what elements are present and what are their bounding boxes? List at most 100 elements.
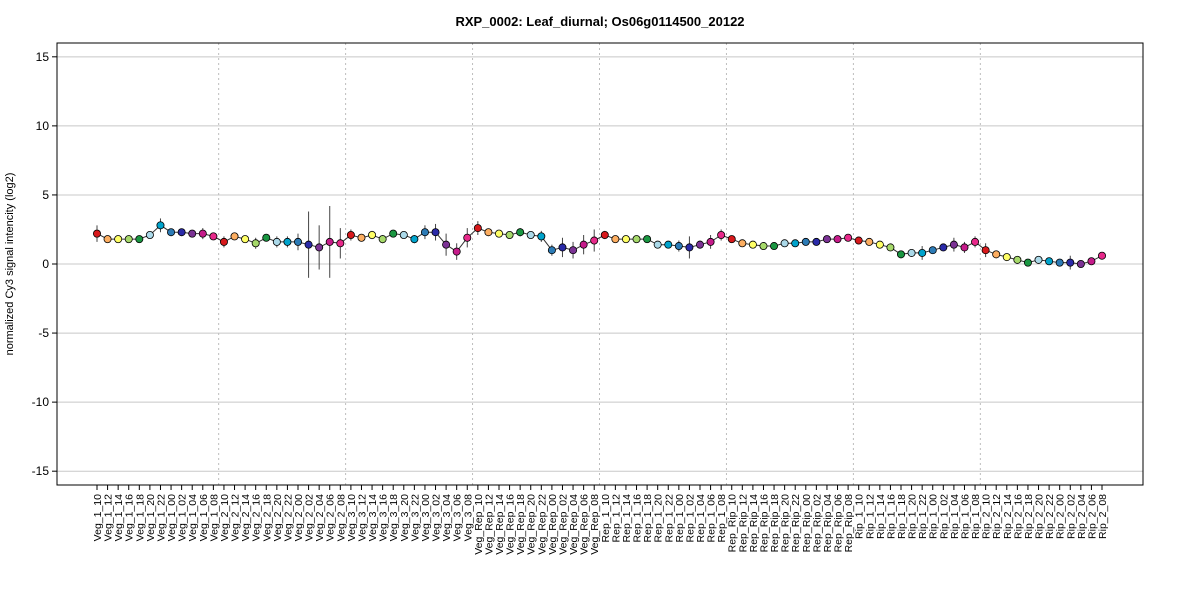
data-point [399,230,408,239]
data-point [960,243,969,252]
data-point [939,243,948,252]
x-tick-label: Veg_Rep_18 [515,494,527,555]
data-point [114,235,123,244]
data-point [251,239,260,248]
data-point [1076,259,1085,268]
x-tick-label: Veg_3_18 [388,494,400,541]
x-tick-label: Rip_1_08 [970,494,982,539]
x-tick-label: Rip_2_00 [1055,494,1067,539]
x-tick-label: Veg_1_14 [113,494,125,541]
data-point [420,228,429,237]
x-tick-label: Rep_1_10 [600,494,612,543]
x-tick-label: Rep_Rip_16 [758,494,770,553]
data-point [547,246,556,255]
data-point [1098,251,1107,260]
x-tick-label: Rep_1_12 [610,494,622,543]
x-tick-label: Rip_1_20 [907,494,919,539]
x-tick-label: Rip_1_22 [917,494,929,539]
data-point [516,228,525,237]
data-point [188,229,197,238]
x-tick-label: Veg_2_22 [282,494,294,541]
chart-title: RXP_0002: Leaf_diurnal; Os06g0114500_201… [455,14,744,29]
x-tick-label: Veg_3_04 [441,494,453,541]
data-point [569,246,578,255]
x-tick-label: Rip_2_04 [1076,494,1088,539]
data-point [262,233,271,242]
data-point [431,228,440,237]
data-point [357,233,366,242]
data-point [791,239,800,248]
data-point [558,243,567,252]
data-point [315,243,324,252]
x-tick-label: Rip_2_12 [991,494,1003,539]
data-point [907,248,916,257]
data-point [537,232,546,241]
data-point [643,235,652,244]
x-tick-label: Rip_2_14 [1002,494,1014,539]
data-point [674,242,683,251]
x-tick-label: Veg_2_06 [325,494,337,541]
data-point [283,237,292,246]
x-tick-label: Rep_1_04 [695,494,707,543]
x-tick-label: Veg_2_10 [219,494,231,541]
x-tick-label: Veg_1_16 [124,494,136,541]
data-point [346,230,355,239]
x-tick-label: Rip_2_02 [1065,494,1077,539]
x-tick-label: Veg_3_02 [431,494,443,541]
data-point [685,243,694,252]
x-tick-label: Rep_Rip_02 [811,494,823,553]
y-tick-label: 0 [42,257,49,271]
x-tick-label: Veg_Rep_16 [505,494,517,555]
x-tick-label: Veg_Rep_08 [589,494,601,555]
x-tick-label: Veg_1_10 [92,494,104,541]
x-tick-label: Veg_2_14 [240,494,252,541]
x-tick-label: Rip_1_12 [864,494,876,539]
data-point [621,235,630,244]
data-point [822,235,831,244]
x-tick-label: Rep_1_18 [642,494,654,543]
data-point [1087,257,1096,266]
x-tick-label: Rip_2_08 [1097,494,1109,539]
data-point [135,235,144,244]
data-point [494,229,503,238]
data-point [1045,257,1054,266]
data-point [611,235,620,244]
data-point [389,229,398,238]
x-tick-label: Veg_Rep_12 [483,494,495,555]
x-tick-label: Rep_Rip_00 [801,494,813,553]
x-tick-label: Rip_2_10 [981,494,993,539]
data-point [696,240,705,249]
x-tick-label: Veg_1_04 [187,494,199,541]
data-point [1034,255,1043,264]
x-tick-label: Rep_Rip_06 [833,494,845,553]
data-point [209,232,218,241]
data-point [918,248,927,257]
y-tick-label: -15 [32,464,50,478]
data-point [928,246,937,255]
data-point [780,239,789,248]
y-tick-label: 5 [42,188,49,202]
x-tick-label: Veg_Rep_22 [536,494,548,555]
data-point [368,230,377,239]
data-point [124,235,133,244]
x-tick-label: Veg_1_06 [198,494,210,541]
x-tick-label: Veg_1_18 [134,494,146,541]
data-point [653,240,662,249]
data-point [198,229,207,238]
data-point [463,233,472,242]
data-point [600,230,609,239]
y-tick-label: -5 [38,326,49,340]
x-tick-label: Rep_Rip_10 [727,494,739,553]
data-point [1023,258,1032,267]
x-tick-label: Rip_1_04 [949,494,961,539]
data-point [156,221,165,230]
x-tick-label: Rip_1_18 [896,494,908,539]
x-tick-label: Veg_1_22 [155,494,167,541]
x-tick-label: Veg_3_16 [378,494,390,541]
x-tick-label: Rep_Rip_20 [780,494,792,553]
x-tick-label: Veg_1_08 [208,494,220,541]
x-tick-label: Veg_3_14 [367,494,379,541]
x-tick-label: Veg_Rep_06 [579,494,591,555]
data-point [304,240,313,249]
